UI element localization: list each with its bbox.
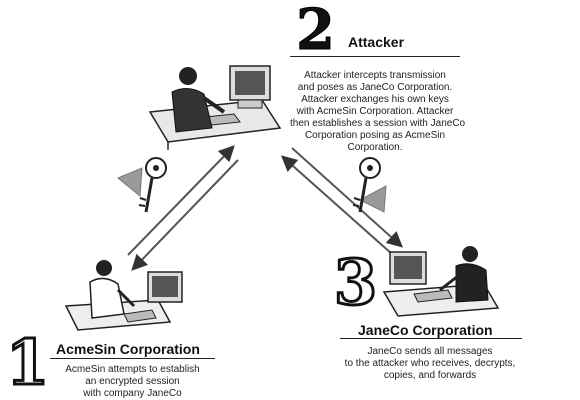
acmesin-description-line: with company JaneCo	[83, 388, 182, 399]
janeco-divider	[340, 338, 522, 339]
step-1-numeral: 1	[4, 326, 50, 399]
step-3-numeral: 3	[332, 246, 378, 319]
acmesin-description-line: AcmeSin attempts to establish	[65, 364, 200, 375]
attacker-description: Attacker intercepts transmission and pos…	[290, 70, 466, 154]
acmesin-workstation-illustration	[64, 260, 183, 331]
acmesin-description: AcmeSin attempts to establish an encrypt…	[50, 364, 215, 400]
acmesin-description-line: an encrypted session	[85, 376, 180, 387]
arrow-acmesin-to-attacker	[127, 145, 235, 256]
attacker-title: Attacker	[348, 34, 405, 50]
key-icon	[117, 157, 167, 213]
attacker-description-line: Corporation.	[347, 142, 403, 153]
arrow-attacker-to-janeco	[291, 147, 403, 248]
arrow-attacker-to-acmesin	[131, 159, 239, 271]
attacker-description-line: then establishes a session with JaneCo	[290, 118, 466, 129]
attacker-description-line: with AcmeSin Corporation. Attacker	[296, 106, 454, 117]
attacker-workstation-illustration	[148, 65, 282, 150]
janeco-title: JaneCo Corporation	[358, 322, 493, 338]
attacker-divider	[290, 56, 460, 57]
step-2-numeral: 2	[296, 0, 336, 63]
acmesin-divider	[50, 358, 215, 359]
attacker-description-line: Attacker intercepts transmission	[304, 70, 446, 81]
janeco-description-line: copies, and forwards	[383, 370, 477, 381]
key-icon	[352, 157, 387, 213]
attacker-description-line: Attacker exchanges his own keys	[301, 94, 449, 105]
attacker-description-line: Corporation posing as AcmeSin	[304, 130, 446, 141]
janeco-description-line: JaneCo sends all messages	[367, 346, 493, 357]
attacker-description-line: and poses as JaneCo Corporation.	[297, 82, 453, 93]
janeco-description: JaneCo sends all messages to the attacke…	[330, 346, 530, 382]
janeco-description-line: to the attacker who receives, decrypts,	[344, 358, 516, 369]
arrow-janeco-to-attacker	[281, 155, 393, 255]
acmesin-title: AcmeSin Corporation	[56, 341, 200, 357]
janeco-workstation-illustration	[382, 246, 500, 317]
